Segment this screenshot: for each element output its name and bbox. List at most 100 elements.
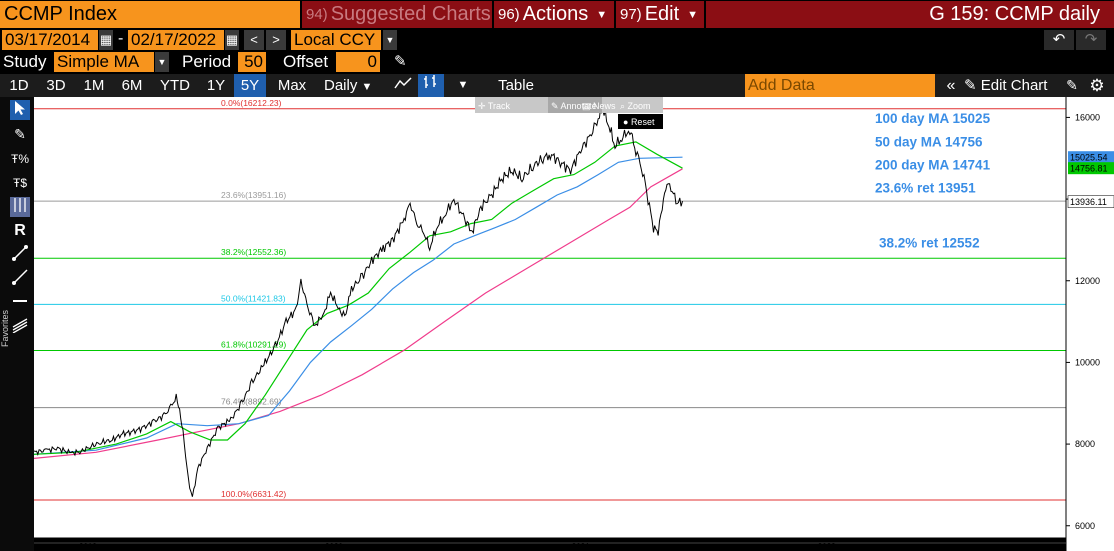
y-tick-label: 10000 bbox=[1075, 357, 1100, 367]
add-data-input[interactable]: Add Data bbox=[745, 74, 935, 97]
fib-level-label: 38.2%(12552.36) bbox=[221, 247, 286, 257]
period-5y-button[interactable]: 5Y bbox=[234, 74, 266, 97]
price-chart[interactable]: 0.0%(16212.23) 23.6%(13951.16) 38.2%(12552… bbox=[33, 97, 1114, 551]
chart-annotation: 200 day MA 14741 bbox=[875, 158, 991, 173]
x-tick-label: Sep bbox=[304, 540, 319, 549]
prev-range-button[interactable]: < bbox=[244, 30, 264, 50]
undo-icon[interactable]: ↶ bbox=[1044, 30, 1074, 50]
offset-value: 0 bbox=[367, 52, 377, 71]
edit-dropdown-icon: ▼ bbox=[687, 8, 699, 21]
date-separator: - bbox=[118, 30, 124, 47]
start-date-field[interactable]: 03/17/2014 bbox=[2, 30, 98, 50]
draw-line-tool-icon[interactable]: ✎ bbox=[14, 126, 26, 142]
annotate-tool-button[interactable]: ✎ Annotate bbox=[551, 101, 597, 111]
end-date-field[interactable]: 02/17/2022 bbox=[128, 30, 224, 50]
x-tick-label: Dec bbox=[612, 540, 626, 549]
fibonacci-tool-icon[interactable] bbox=[10, 197, 30, 217]
ticker-label: CCMP Index bbox=[4, 3, 118, 25]
x-tick-label: Sep bbox=[797, 540, 812, 549]
percent-tool-icon[interactable]: Ŧ% bbox=[11, 152, 29, 166]
period-1d-button[interactable]: 1D bbox=[9, 77, 29, 94]
x-tick-label: Jun bbox=[489, 540, 502, 549]
plot-background bbox=[34, 97, 1066, 538]
ma50-series-line bbox=[33, 141, 683, 455]
chart-area[interactable]: 0.0%(16212.23) 23.6%(13951.16) 38.2%(12552… bbox=[33, 97, 1114, 551]
year-label: 2022 bbox=[818, 542, 836, 551]
x-tick-label: Jun bbox=[735, 540, 748, 549]
actions-menu[interactable]: 96) Actions ▼ bbox=[494, 1, 614, 28]
x-tick-label: Dec bbox=[119, 540, 133, 549]
ray-tool-icon[interactable] bbox=[10, 269, 30, 289]
suggested-charts-button[interactable]: 94) Suggested Charts bbox=[302, 1, 492, 28]
year-label: 2021 bbox=[572, 542, 590, 551]
edit-layout-icon[interactable]: ✎ bbox=[1066, 77, 1078, 93]
study-type-select[interactable]: Simple MA bbox=[54, 52, 154, 72]
bar-chart-icon[interactable] bbox=[418, 74, 444, 97]
currency-dropdown-icon[interactable]: ▼ bbox=[383, 30, 397, 50]
x-tick-label: Sep bbox=[551, 540, 566, 549]
y-tick-label: 8000 bbox=[1075, 439, 1095, 449]
end-calendar-icon[interactable]: ▦ bbox=[225, 30, 239, 50]
period-6m-button[interactable]: 6M bbox=[121, 77, 143, 94]
period-1m-button[interactable]: 1M bbox=[83, 77, 105, 94]
settings-gear-icon[interactable]: ⚙ bbox=[1089, 76, 1105, 95]
period-max-button[interactable]: Max bbox=[277, 77, 307, 94]
pencil-icon[interactable]: ✎ bbox=[394, 53, 407, 70]
x-tick-label: Sep bbox=[58, 540, 73, 549]
actions-dropdown-icon: ▼ bbox=[596, 8, 608, 21]
year-label: 2019 bbox=[79, 542, 97, 551]
favorites-tab[interactable]: Favorites bbox=[0, 277, 10, 357]
offset-input[interactable]: 0 bbox=[336, 52, 380, 72]
table-button[interactable]: Table bbox=[498, 77, 534, 94]
ticker-field[interactable]: CCMP Index bbox=[0, 1, 300, 28]
track-tool-button[interactable]: ✛ Track bbox=[478, 101, 511, 111]
x-tick-label: Jun bbox=[242, 540, 255, 549]
dollar-tool-icon[interactable]: Ŧ$ bbox=[12, 176, 27, 190]
trendline-tool-icon[interactable] bbox=[10, 245, 30, 265]
frequency-value: Daily bbox=[324, 77, 358, 94]
chart-tools-overlay: ✛ Track ✎ Annotate ▤ News ⌕ Zoom ● Reset bbox=[475, 97, 663, 129]
study-bar: Study Simple MA ▼ Period 50 Offset 0 ✎ bbox=[0, 51, 1114, 73]
zoom-tool-button[interactable]: ⌕ Zoom bbox=[620, 101, 651, 111]
fib-level-label: 61.8%(10291.29) bbox=[221, 340, 286, 350]
suggested-charts-number: 94) bbox=[306, 6, 328, 23]
currency-select[interactable]: Local CCY bbox=[291, 30, 381, 50]
ma200-series-line bbox=[33, 168, 683, 459]
y-tick-label: 12000 bbox=[1075, 276, 1100, 286]
next-range-button[interactable]: > bbox=[266, 30, 286, 50]
edit-chart-button[interactable]: ✎ Edit Chart bbox=[964, 74, 1056, 97]
edit-menu[interactable]: 97) Edit ▼ bbox=[616, 1, 704, 28]
edit-number: 97) bbox=[620, 6, 642, 23]
x-tick-label: Mar bbox=[427, 540, 441, 549]
chart-annotation: 100 day MA 15025 bbox=[875, 111, 991, 126]
chart-type-dropdown-icon[interactable]: ▼ bbox=[457, 79, 469, 91]
price-series-line bbox=[33, 107, 683, 497]
year-label: 2020 bbox=[325, 542, 343, 551]
last-value-label: 15025.54 bbox=[1070, 153, 1108, 163]
pointer-tool-icon[interactable] bbox=[10, 100, 30, 120]
redo-icon[interactable]: ↷ bbox=[1076, 30, 1106, 50]
frequency-select[interactable]: Daily ▼ bbox=[318, 74, 384, 97]
fib-level-label: 100.0%(6631.42) bbox=[221, 489, 286, 499]
fib-level-label: 0.0%(16212.23) bbox=[221, 98, 282, 108]
fib-level-label: 76.4%(8892.69) bbox=[221, 397, 282, 407]
period-ytd-button[interactable]: YTD bbox=[160, 77, 190, 94]
y-tick-label: 6000 bbox=[1075, 521, 1095, 531]
last-value-label: 14756.81 bbox=[1070, 164, 1108, 174]
study-dropdown-icon[interactable]: ▼ bbox=[155, 52, 169, 72]
retracement-tool-icon[interactable]: R bbox=[14, 222, 26, 239]
period-value: 50 bbox=[244, 52, 263, 71]
period-3d-button[interactable]: 3D bbox=[46, 77, 66, 94]
collapse-chevrons-icon[interactable]: « bbox=[946, 77, 956, 94]
reset-button[interactable] bbox=[618, 114, 663, 129]
horizontal-line-tool-icon[interactable] bbox=[10, 293, 30, 313]
line-chart-icon[interactable] bbox=[390, 74, 416, 97]
reset-label[interactable]: ● Reset bbox=[623, 117, 655, 127]
period-input[interactable]: 50 bbox=[238, 52, 266, 72]
period-1y-button[interactable]: 1Y bbox=[206, 77, 226, 94]
graph-title-text: G 159: CCMP daily bbox=[929, 3, 1100, 25]
last-value-label: 13936.11 bbox=[1070, 197, 1107, 207]
start-calendar-icon[interactable]: ▦ bbox=[99, 30, 113, 50]
channel-tool-icon[interactable] bbox=[10, 317, 30, 337]
news-tool-button[interactable]: ▤ News bbox=[582, 101, 616, 111]
